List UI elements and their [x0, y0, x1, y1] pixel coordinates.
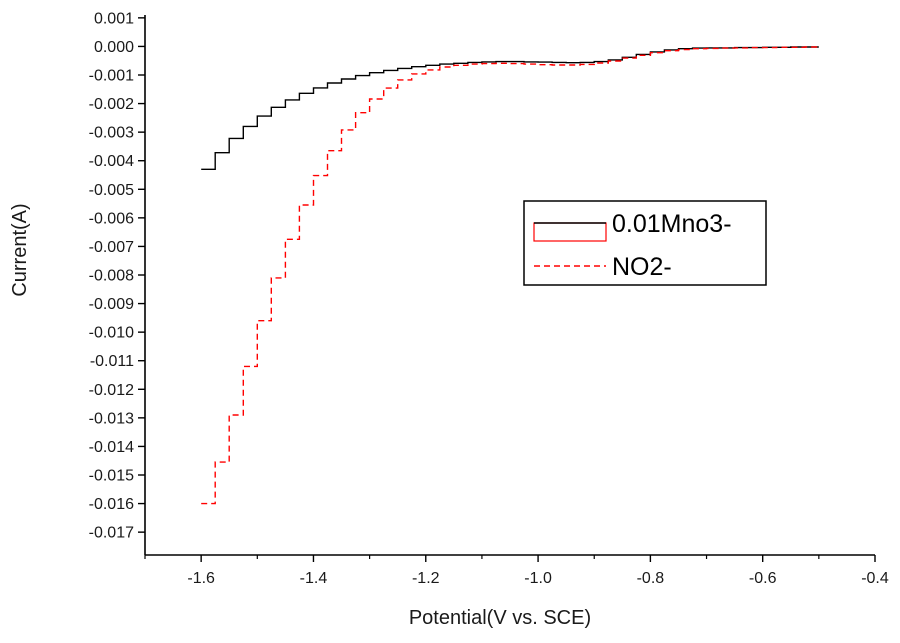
y-tick-label: -0.003 [89, 125, 134, 142]
legend-box [523, 200, 767, 286]
plot-area: -1.6 -1.4 -1.2 -1.0 -0.8 -0.6 -0.4 0.001 0.000 -0… [89, 10, 889, 587]
y-tick-label: 0.000 [94, 39, 134, 56]
y-tick-label: -0.004 [89, 153, 134, 170]
y-tick-label: -0.002 [89, 96, 134, 113]
y-tick-label: -0.010 [89, 325, 134, 342]
y-tick-label: -0.011 [90, 353, 134, 370]
y-tick-label: -0.007 [89, 239, 134, 256]
x-tick-label: -1.6 [187, 570, 215, 587]
legend-label-series1: 0.01Mno3- [612, 210, 732, 238]
y-tick-label: -0.005 [89, 182, 134, 199]
y-tick-label: -0.013 [89, 410, 134, 427]
y-tick-label: -0.014 [89, 439, 134, 456]
x-tick-label: -0.4 [861, 570, 889, 587]
y-tick-label: -0.016 [89, 496, 134, 513]
y-tick-label: -0.008 [89, 268, 134, 285]
y-tick-label: -0.015 [89, 468, 134, 485]
x-tick-label: -1.4 [300, 570, 328, 587]
legend-label-series2: NO2- [612, 253, 672, 281]
y-tick-label: -0.001 [89, 68, 134, 85]
series-line-1 [201, 46, 819, 505]
x-tick-label: -0.6 [749, 570, 777, 587]
x-tick-label: -1.0 [524, 570, 552, 587]
y-tick-label: -0.017 [89, 525, 134, 542]
y-tick-label: -0.006 [89, 210, 134, 227]
y-axis-label: Current(A) [9, 203, 31, 296]
y-tick-label: 0.001 [94, 10, 134, 27]
y-tick-label: -0.012 [89, 382, 134, 399]
y-tick-label: -0.009 [89, 296, 134, 313]
x-tick-label: -0.8 [637, 570, 665, 587]
x-axis-label: Potential(V vs. SCE) [409, 607, 591, 629]
x-tick-label: -1.2 [412, 570, 440, 587]
legend: 0.01Mno3- NO2- [523, 200, 767, 286]
series-line-0 [201, 46, 819, 170]
